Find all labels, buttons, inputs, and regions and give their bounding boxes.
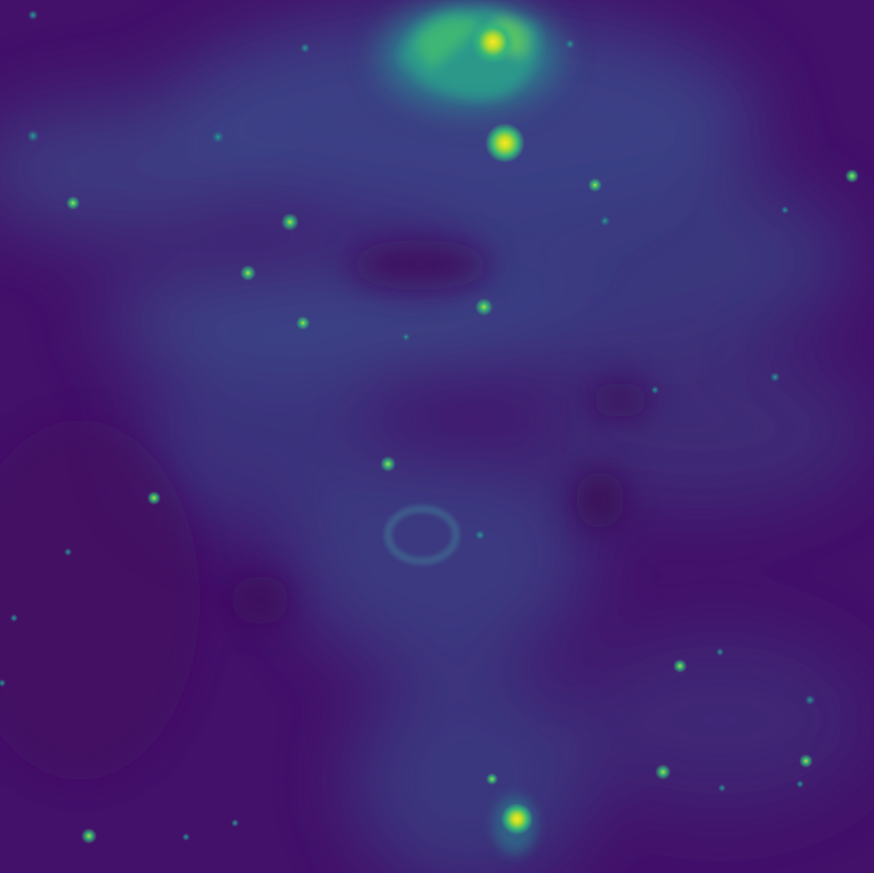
bright-source-lower <box>493 795 537 855</box>
bright-cloud-top <box>380 0 560 110</box>
ring-structure <box>384 505 460 565</box>
dark-lanes <box>0 240 650 780</box>
bright-source-upper <box>485 123 525 163</box>
point-sources <box>0 10 859 844</box>
